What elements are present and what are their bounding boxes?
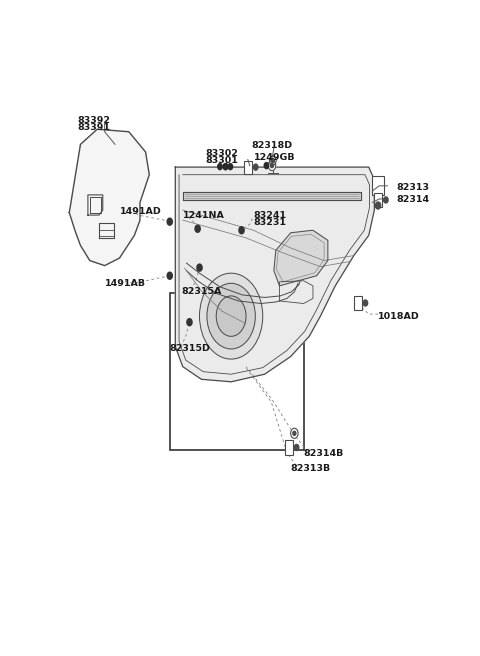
Text: 83241: 83241 [253, 211, 287, 220]
Text: 83302: 83302 [205, 149, 238, 158]
Circle shape [271, 159, 274, 163]
Bar [374, 193, 382, 207]
Text: 82313B: 82313B [290, 464, 331, 473]
Text: 82315A: 82315A [181, 287, 221, 297]
Text: 82314B: 82314B [304, 449, 344, 458]
Circle shape [239, 227, 244, 234]
Circle shape [167, 272, 172, 279]
Text: 82314: 82314 [396, 195, 430, 205]
Text: 1491AD: 1491AD [120, 207, 161, 216]
Bar [372, 176, 384, 195]
Circle shape [253, 164, 258, 170]
Circle shape [223, 163, 228, 170]
Polygon shape [69, 129, 149, 266]
Text: 1491AB: 1491AB [105, 279, 145, 288]
Polygon shape [175, 167, 374, 382]
Text: 82313: 82313 [396, 183, 430, 192]
Circle shape [197, 264, 202, 271]
Bar [170, 293, 304, 450]
Circle shape [167, 218, 172, 225]
Circle shape [290, 428, 298, 438]
Circle shape [207, 283, 255, 349]
Circle shape [269, 156, 276, 165]
Text: 82318D: 82318D [252, 141, 293, 150]
Circle shape [264, 163, 269, 169]
Text: 1018AD: 1018AD [378, 312, 420, 321]
Text: 1249GB: 1249GB [253, 152, 295, 161]
Circle shape [294, 444, 299, 451]
Circle shape [216, 296, 246, 337]
Bar [244, 161, 252, 174]
Circle shape [268, 161, 276, 171]
Text: 83231: 83231 [253, 218, 287, 227]
Circle shape [363, 300, 368, 306]
Circle shape [228, 163, 233, 170]
Text: 83391: 83391 [77, 123, 110, 132]
Text: 83301: 83301 [205, 156, 238, 165]
Text: 1241NA: 1241NA [183, 211, 225, 220]
Circle shape [384, 197, 388, 203]
Polygon shape [274, 230, 328, 286]
Text: 83392: 83392 [77, 115, 110, 125]
Circle shape [375, 202, 381, 209]
Text: 82315D: 82315D [170, 344, 211, 353]
Circle shape [293, 431, 296, 436]
Polygon shape [183, 192, 361, 200]
Circle shape [223, 163, 228, 170]
Circle shape [271, 163, 274, 168]
Circle shape [195, 225, 200, 232]
Circle shape [218, 163, 222, 170]
Bar [285, 440, 293, 455]
Bar [353, 296, 362, 310]
Circle shape [187, 319, 192, 326]
Circle shape [200, 273, 263, 359]
